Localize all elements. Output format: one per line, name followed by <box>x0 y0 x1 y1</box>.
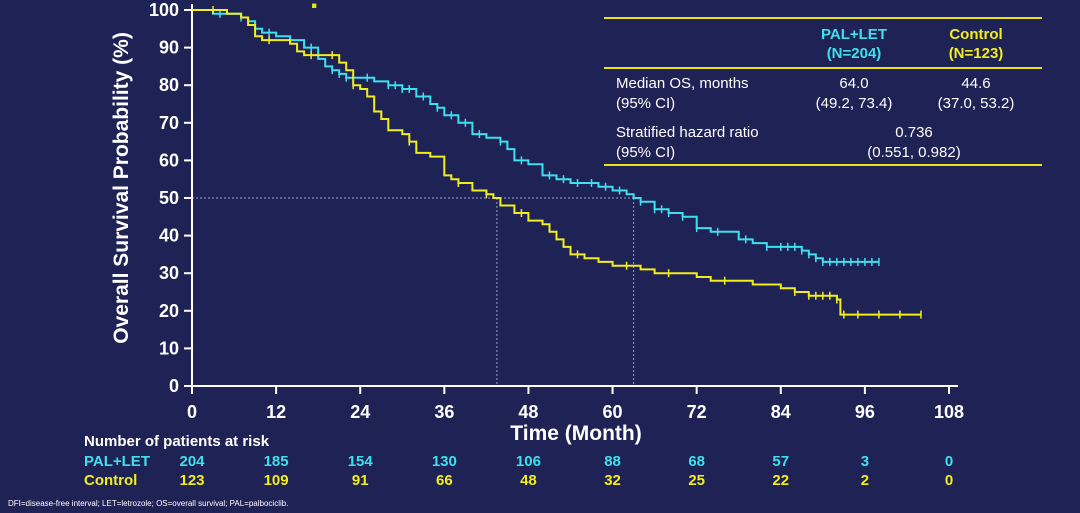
risk-value: 0 <box>944 453 954 470</box>
col-header-pal-name: PAL+LET <box>821 26 887 43</box>
risk-row-label-control: Control <box>84 472 138 489</box>
median-ci-pal: (49.2, 73.4) <box>815 95 893 112</box>
x-tick-label-24: 24 <box>350 402 370 422</box>
median-ci-control: (37.0, 53.2) <box>937 95 1015 112</box>
footnote: DFI=disease-free interval; LET=letrozole… <box>8 499 289 508</box>
risk-value: 3 <box>860 453 870 470</box>
risk-value: 185 <box>263 453 289 470</box>
y-tick-label-70: 70 <box>159 113 179 133</box>
y-tick-label-40: 40 <box>159 226 179 246</box>
y-axis-label: Overall Survival Probability (%) <box>110 32 133 344</box>
median-os-pal: 64.0 <box>839 75 869 92</box>
col-header-control-name: Control <box>949 26 1003 43</box>
risk-value: 88 <box>604 453 621 470</box>
table-bottom-rule <box>604 164 1042 166</box>
risk-value: 66 <box>435 472 453 489</box>
risk-value: 91 <box>351 472 369 489</box>
axes: 0 10 20 30 40 50 60 70 80 90 100 0 12 24 36 48 60 72 84 96 1… <box>149 0 964 422</box>
y-tick-label-90: 90 <box>159 38 179 58</box>
risk-value: 106 <box>515 453 541 470</box>
median-os-control: 44.6 <box>961 75 991 92</box>
risk-value: 0 <box>944 472 954 489</box>
x-axis-label: Time (Month) <box>510 422 641 445</box>
series-line-pal-let <box>192 9 879 263</box>
risk-value: 204 <box>179 453 205 470</box>
x-tick-label-48: 48 <box>518 402 538 422</box>
risk-value: 57 <box>772 453 790 470</box>
survival-curves <box>192 6 922 319</box>
risk-value: 130 <box>431 453 457 470</box>
median-ci-label: (95% CI) <box>616 95 676 112</box>
x-tick-label-72: 72 <box>687 402 707 422</box>
risk-value: 2 <box>860 472 870 489</box>
table-top-rule <box>604 17 1042 19</box>
y-tick-label-20: 20 <box>159 301 179 321</box>
col-header-pal: PAL+LET (N=204) <box>804 25 904 63</box>
risk-value: 109 <box>263 472 289 489</box>
median-os-label: Median OS, months <box>616 75 749 92</box>
x-tick-label-0: 0 <box>187 402 197 422</box>
y-tick-label-0: 0 <box>169 376 179 396</box>
col-header-control: Control (N=123) <box>926 25 1026 63</box>
table-header-rule <box>604 67 1042 69</box>
risk-value: 123 <box>179 472 205 489</box>
hazard-ratio-ci: (0.551, 0.982) <box>867 144 961 161</box>
risk-row-label-pal: PAL+LET <box>84 453 150 470</box>
risk-value: 22 <box>772 472 790 489</box>
col-header-pal-n: (N=204) <box>826 45 882 62</box>
hazard-ratio-label: Stratified hazard ratio <box>616 124 759 141</box>
col-header-control-n: (N=123) <box>948 45 1004 62</box>
risk-value: 25 <box>688 472 705 489</box>
x-tick-label-108: 108 <box>934 402 964 422</box>
x-tick-label-84: 84 <box>771 402 791 422</box>
x-tick-label-60: 60 <box>603 402 623 422</box>
median-reference-lines <box>192 197 635 386</box>
hazard-ratio-ci-label: (95% CI) <box>616 144 676 161</box>
risk-value: 32 <box>604 472 621 489</box>
y-tick-label-10: 10 <box>159 338 179 358</box>
y-tick-label-80: 80 <box>159 75 179 95</box>
y-tick-label-30: 30 <box>159 263 179 283</box>
x-tick-label-96: 96 <box>855 402 875 422</box>
risk-table-title: Number of patients at risk <box>84 433 270 450</box>
risk-value: 48 <box>520 472 537 489</box>
hazard-ratio-value: 0.736 <box>895 124 933 141</box>
risk-value: 154 <box>347 453 373 470</box>
y-tick-label-100: 100 <box>149 0 179 20</box>
x-tick-label-12: 12 <box>266 402 286 422</box>
y-tick-label-50: 50 <box>159 188 179 208</box>
x-tick-label-36: 36 <box>434 402 454 422</box>
risk-value: 68 <box>688 453 705 470</box>
y-tick-label-60: 60 <box>159 150 179 170</box>
cropped-title: . <box>310 0 318 15</box>
